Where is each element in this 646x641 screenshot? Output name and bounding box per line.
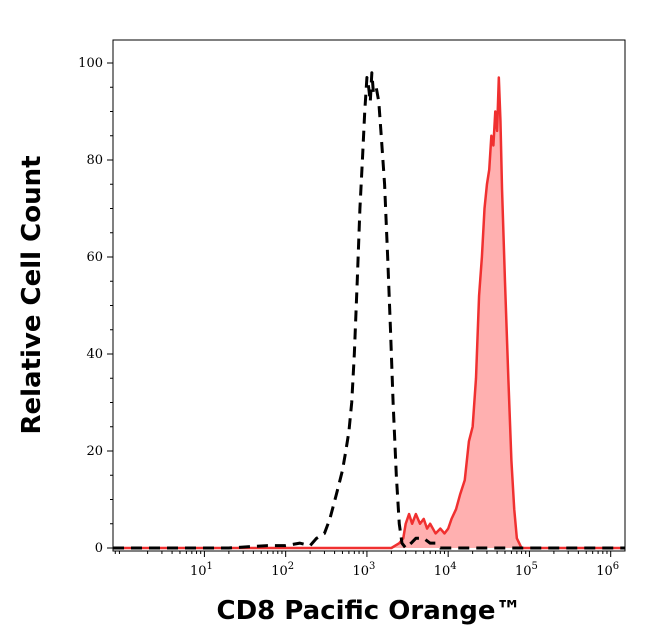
y-axis-ticks: 0 20 40 60 80 100: [78, 56, 113, 556]
y-tick-label: 0: [95, 541, 103, 556]
y-tick-label: 100: [78, 56, 103, 71]
x-tick-exponent: 1: [206, 561, 212, 572]
x-tick-label: 105: [515, 561, 538, 579]
x-tick-label: 104: [434, 561, 457, 579]
x-tick-label: 101: [190, 561, 213, 579]
x-tick-label: 102: [271, 561, 294, 579]
series-1-area: [113, 77, 625, 549]
series-layer: [113, 71, 625, 550]
x-tick-exponent: 5: [532, 561, 538, 572]
x-tick-label: 106: [596, 561, 619, 579]
x-tick-base: 10: [596, 564, 613, 579]
x-tick-base: 10: [434, 564, 451, 579]
x-tick-base: 10: [515, 564, 532, 579]
series-0-line: [113, 71, 625, 550]
y-tick-label: 80: [86, 153, 103, 168]
x-tick-exponent: 4: [450, 561, 456, 572]
x-tick-label: 103: [352, 561, 375, 579]
plot-frame: [112, 39, 626, 552]
series-1-line: [113, 76, 625, 550]
x-tick-exponent: 3: [369, 561, 375, 572]
x-axis-ticks: 101 102 103 104 105 106: [114, 551, 619, 579]
x-axis-title: CD8 Pacific Orange™: [217, 596, 522, 626]
x-tick-exponent: 6: [613, 561, 619, 572]
x-tick-base: 10: [352, 564, 369, 579]
y-tick-label: 60: [86, 250, 103, 265]
x-tick-base: 10: [271, 564, 288, 579]
x-tick-exponent: 2: [288, 561, 294, 572]
x-tick-base: 10: [190, 564, 207, 579]
y-axis-title: Relative Cell Count: [17, 155, 47, 434]
y-tick-label: 20: [86, 444, 103, 459]
y-tick-label: 40: [86, 347, 103, 362]
